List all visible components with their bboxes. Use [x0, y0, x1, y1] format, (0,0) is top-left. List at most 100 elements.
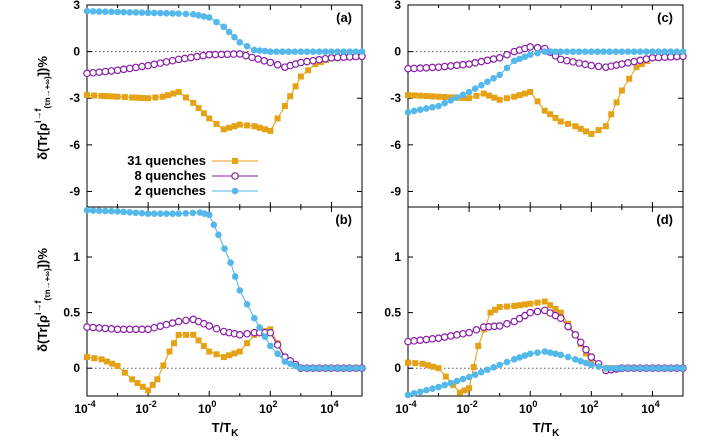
data-point [121, 94, 128, 101]
data-point [132, 209, 140, 217]
data-point [211, 50, 220, 59]
x-tick-label: 102 [259, 399, 277, 416]
data-point [352, 364, 360, 372]
data-point [309, 364, 317, 372]
data-point [446, 62, 455, 70]
data-point [587, 353, 596, 361]
data-point [150, 60, 159, 69]
data-point [434, 63, 443, 71]
data-point [205, 14, 213, 21]
data-point [144, 61, 152, 70]
data-point [654, 53, 663, 62]
data-point [424, 362, 431, 369]
data-point [490, 75, 497, 82]
data-point [103, 358, 110, 365]
data-point [108, 8, 115, 16]
data-point [447, 379, 455, 387]
panel-b: 1 0.5 0 10-4 10-2 100 102 104 (b) [63, 206, 366, 416]
data-point [132, 325, 140, 334]
data-point [121, 369, 128, 376]
data-point [195, 105, 202, 112]
data-point [526, 51, 534, 59]
data-point [113, 66, 122, 75]
data-point [98, 356, 105, 363]
data-point [541, 107, 548, 114]
data-point [575, 59, 583, 67]
data-point [273, 48, 280, 55]
data-point [453, 61, 461, 70]
data-point [521, 53, 529, 61]
data-point [541, 298, 548, 305]
data-point [154, 376, 161, 383]
series-2-quenches [404, 348, 687, 399]
data-point [410, 107, 418, 115]
data-point [322, 364, 329, 372]
panel-c: 3 0 -3 -6 -9 (c) [390, 0, 687, 208]
data-point [182, 10, 190, 18]
data-point [643, 48, 650, 55]
data-point [187, 53, 195, 62]
data-point [182, 316, 190, 325]
data-point [679, 48, 687, 55]
data-point [649, 364, 656, 372]
data-point [434, 334, 443, 342]
x-tick-label: 10-2 [135, 399, 156, 416]
data-point [274, 350, 281, 358]
data-point [459, 375, 467, 383]
data-point [231, 123, 238, 130]
data-point [556, 314, 565, 322]
data-point [489, 55, 498, 63]
data-point [594, 62, 603, 71]
series-31-quenches [84, 326, 365, 394]
series-8-quenches [83, 315, 366, 373]
data-point [114, 208, 121, 215]
data-point [440, 333, 449, 341]
data-point [279, 48, 286, 55]
series-2-quenches [404, 48, 687, 116]
data-point [487, 309, 494, 316]
data-point [477, 57, 486, 66]
series-line [407, 350, 683, 396]
data-point [114, 8, 121, 16]
data-point [527, 300, 534, 307]
data-point [480, 90, 487, 97]
data-point [113, 325, 122, 334]
data-point [582, 345, 590, 354]
data-point [471, 59, 480, 67]
data-point [552, 114, 559, 121]
data-point [138, 62, 146, 71]
data-point [235, 50, 244, 58]
data-point [244, 340, 251, 347]
data-point [243, 42, 251, 50]
data-point [475, 342, 482, 349]
data-point [193, 52, 201, 61]
data-point [503, 319, 511, 328]
data-point [547, 302, 554, 309]
data-point [577, 125, 584, 132]
data-point [613, 364, 620, 372]
data-point [149, 381, 156, 388]
data-point [89, 8, 97, 15]
data-point [126, 209, 134, 216]
data-point [417, 92, 424, 99]
data-point [478, 368, 485, 376]
data-point [256, 124, 263, 131]
data-point [266, 328, 275, 337]
data-point [199, 51, 207, 60]
data-point [636, 48, 644, 55]
data-point [262, 126, 269, 133]
y-axis-title-text: δ(Tr[ρi→f(τn→+∞)])% [33, 56, 52, 160]
series-2-quenches [83, 7, 366, 55]
data-point [453, 94, 461, 101]
data-point [440, 62, 449, 71]
data-point [618, 87, 625, 94]
data-point [340, 364, 347, 372]
data-point [267, 342, 274, 350]
data-point [174, 55, 183, 64]
data-point [429, 103, 436, 111]
data-point [423, 93, 430, 100]
data-point [624, 59, 632, 67]
data-point [205, 322, 214, 330]
data-point [220, 23, 228, 31]
data-point [422, 335, 431, 344]
